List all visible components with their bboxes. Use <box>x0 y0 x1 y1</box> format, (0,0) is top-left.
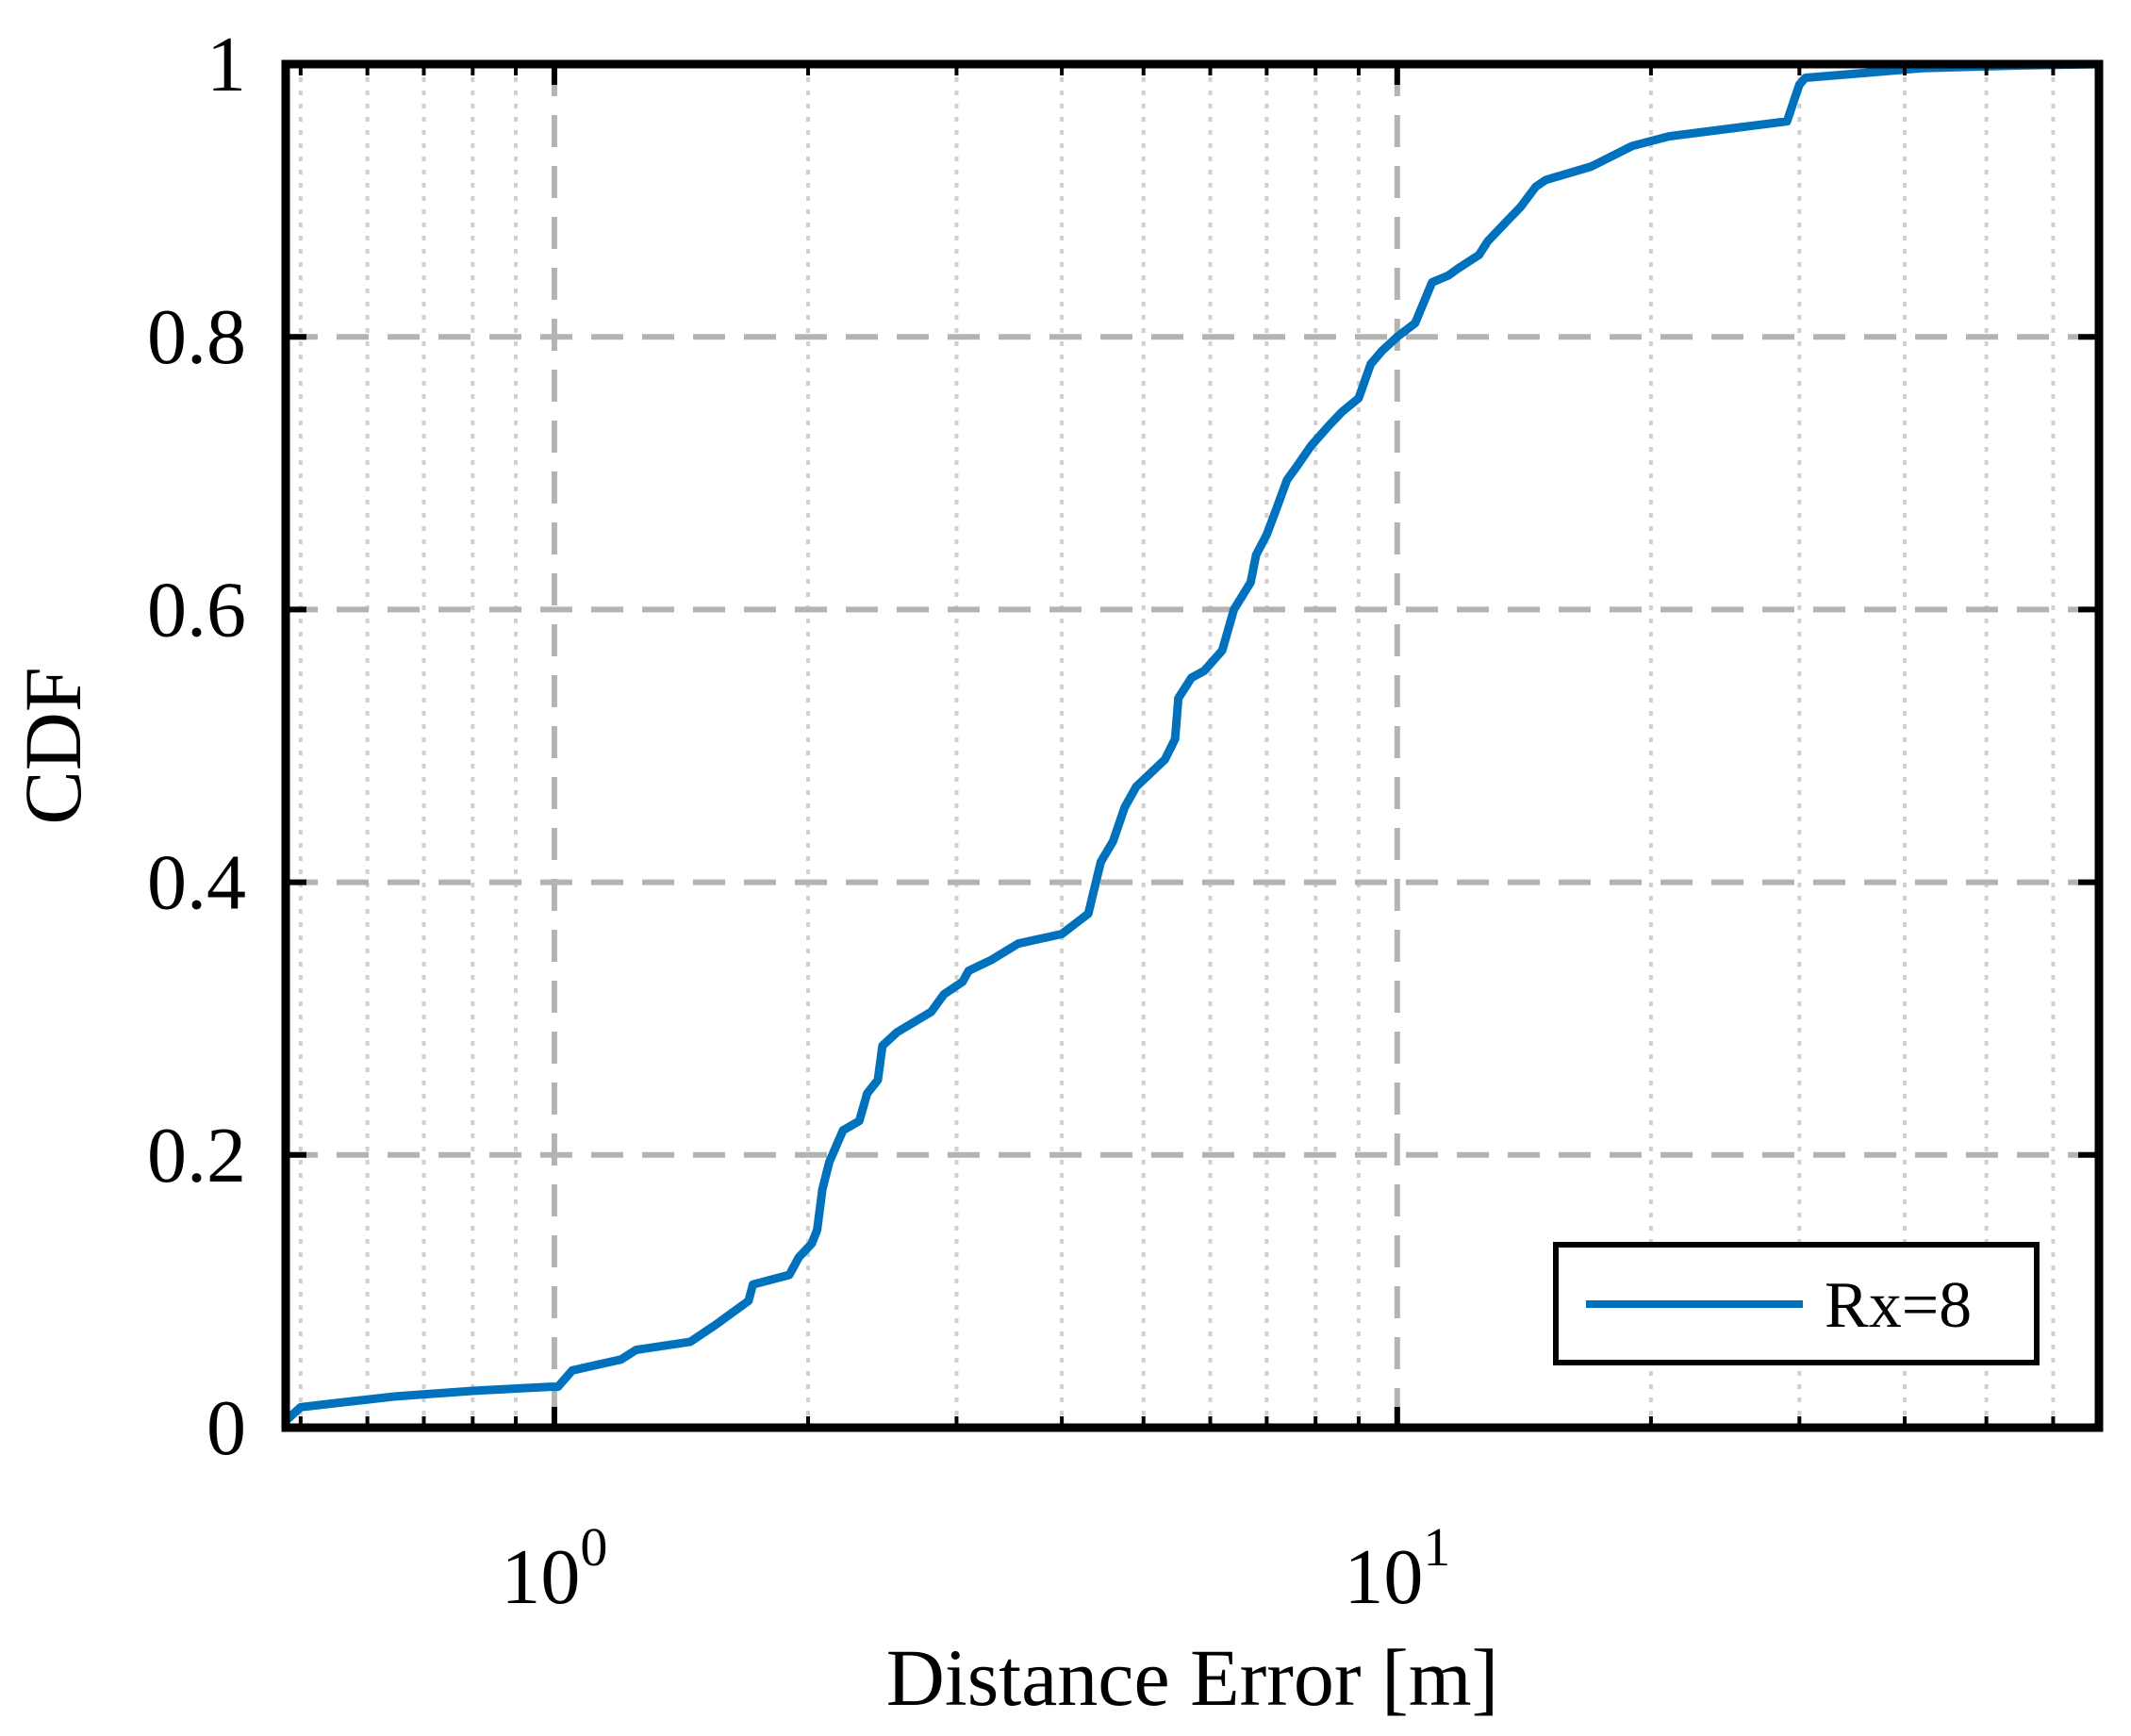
minor-grid <box>298 64 2056 1428</box>
series-layer <box>281 59 2104 1426</box>
major-grid <box>286 64 2099 1428</box>
y-tick-label: 0 <box>206 1384 246 1472</box>
y-tick-label: 0.2 <box>147 1112 246 1199</box>
y-axis-title: CDF <box>8 667 98 824</box>
x-tick-label: 101 <box>1344 1516 1450 1621</box>
legend: Rx=8 <box>1553 1242 2040 1365</box>
x-axis-title: Distance Error [m] <box>886 1632 1499 1723</box>
y-tick-label: 0.4 <box>147 839 246 927</box>
y-tick-label: 1 <box>206 21 246 108</box>
series-line-rx8 <box>281 59 2104 1426</box>
plot-frame <box>281 59 2104 1432</box>
axis-ticks <box>286 61 2099 1430</box>
y-tick-label: 0.6 <box>147 566 246 653</box>
tick-labels: 100 101 0 0.2 0.4 0.6 0.8 1 <box>147 21 1450 1621</box>
x-tick-label: 100 <box>501 1516 607 1621</box>
y-tick-label: 0.8 <box>147 293 246 381</box>
legend-label-rx8: Rx=8 <box>1825 1269 1972 1342</box>
